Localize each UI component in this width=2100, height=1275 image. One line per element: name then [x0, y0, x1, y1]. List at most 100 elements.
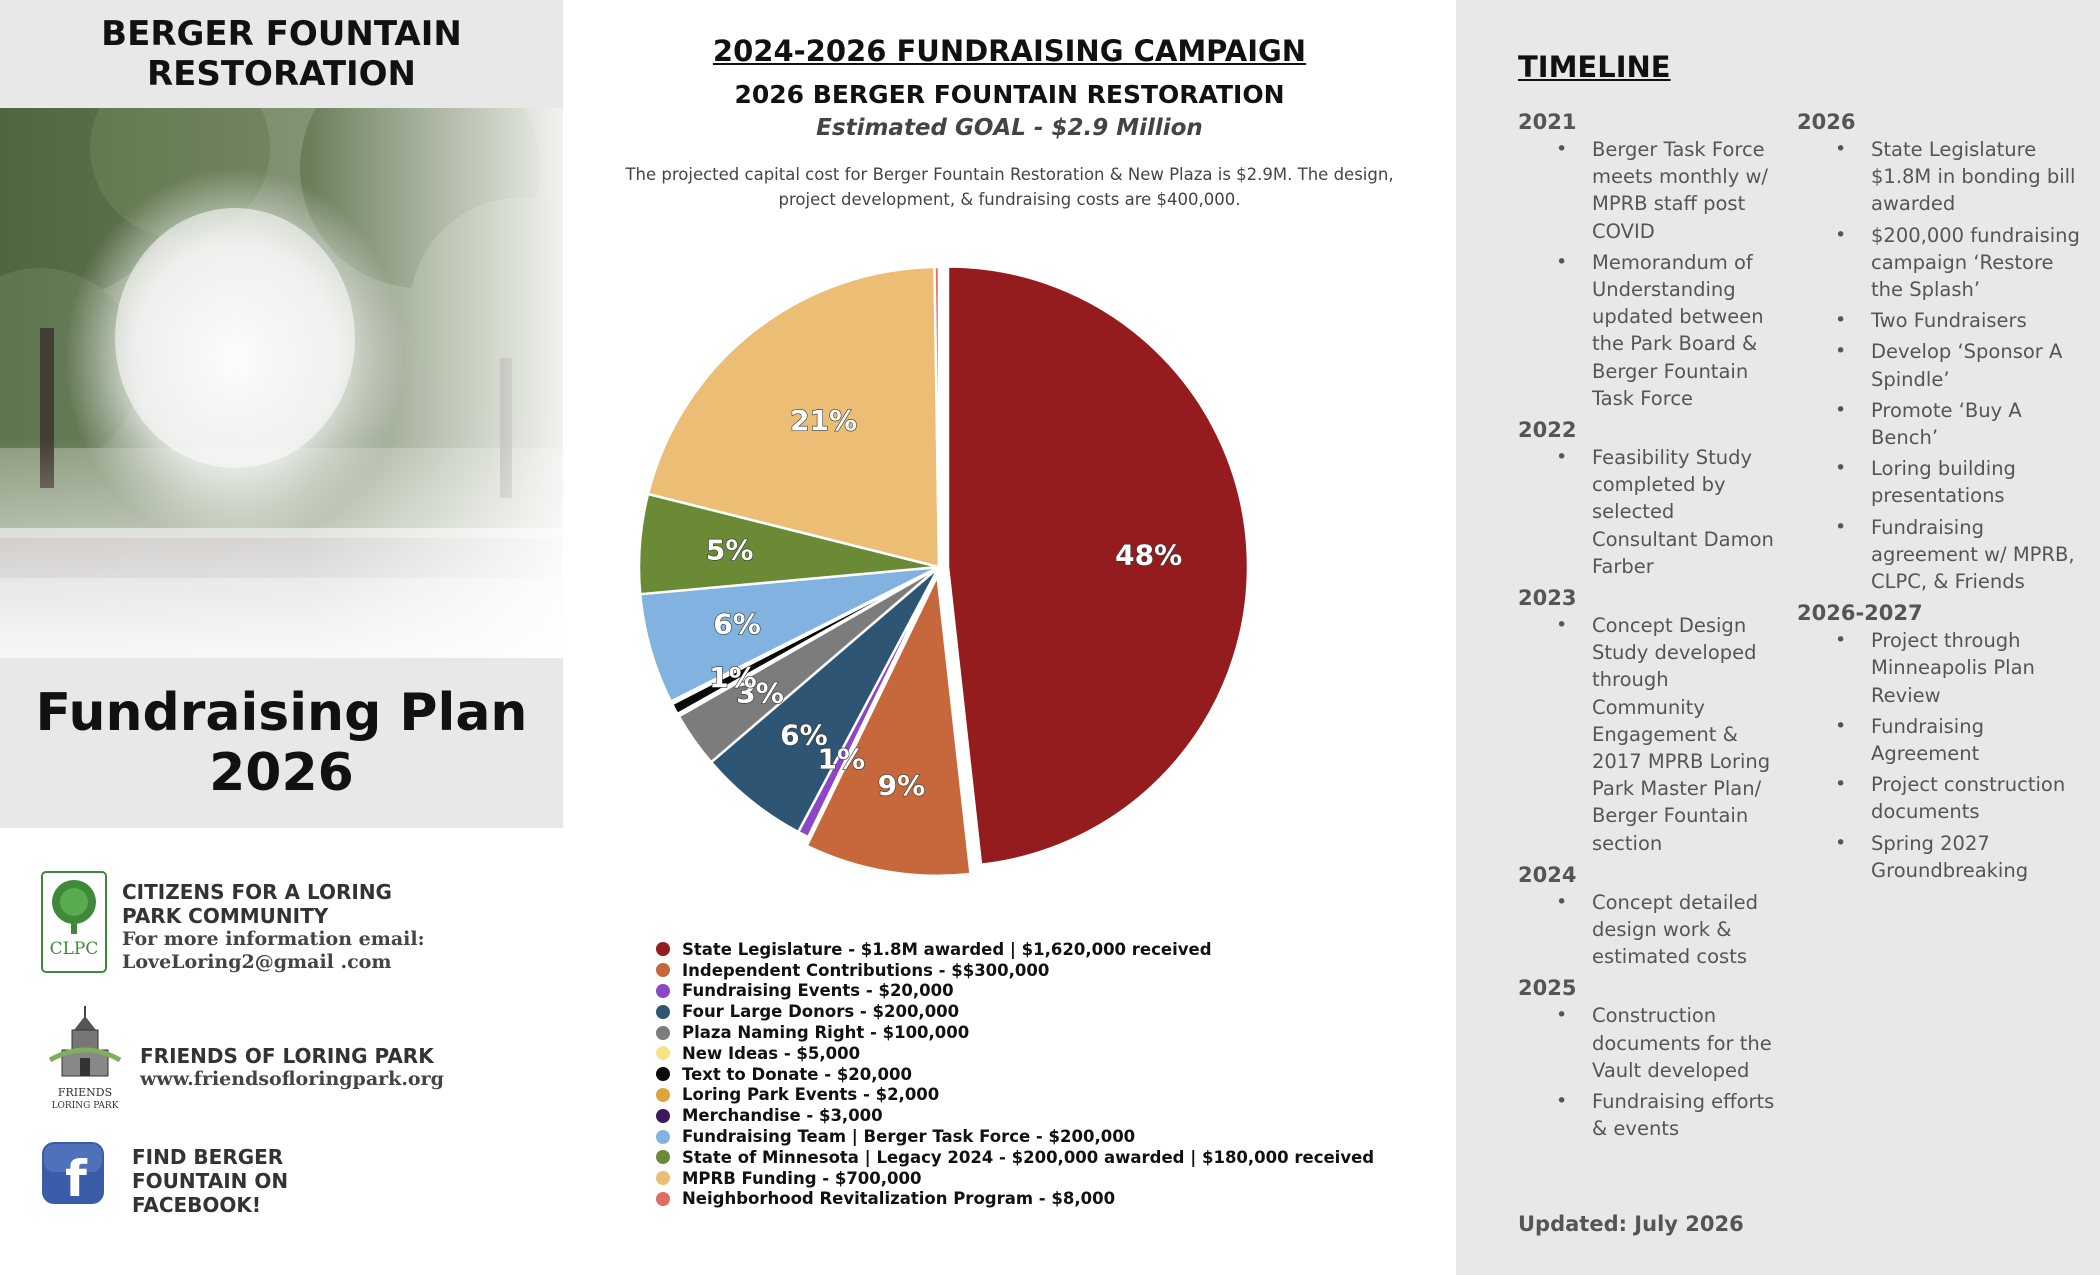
- org-friends: FRIENDS LORING PARK FRIENDS OF LORING PA…: [40, 1000, 444, 1112]
- legend-label: Independent Contributions - $$300,000: [682, 960, 1050, 980]
- clpc-logo-text: CLPC: [50, 939, 99, 959]
- friends-name: FRIENDS OF LORING PARK: [140, 1044, 434, 1068]
- timeline-list: • Berger Task Force meets monthly w/ MPRB…: [1518, 136, 1780, 412]
- org-facebook[interactable]: f FIND BERGER FOUNTAIN ON FACEBOOK!: [40, 1140, 288, 1217]
- timeline-title: TIMELINE: [1518, 50, 1671, 84]
- pie-label-11: 21%: [790, 404, 857, 437]
- timeline-item-text: Fundraising Agreement: [1871, 714, 1984, 766]
- campaign-goal: Estimated GOAL - $2.9 Million: [816, 115, 1203, 141]
- timeline-item-text: Project through Minneapolis Plan Review: [1871, 629, 2035, 707]
- friends-logo-text: FRIENDS: [58, 1086, 112, 1099]
- timeline-year: 2025: [1518, 976, 1577, 1001]
- pie-slice-1: [805, 571, 972, 878]
- fountain-photo: [0, 108, 563, 658]
- timeline-item-text: Develop ‘Sponsor A Spindle’: [1871, 340, 2063, 391]
- timeline-item-text: Feasibility Study completed by selected …: [1592, 446, 1774, 578]
- bullet-icon: •: [1556, 1004, 1568, 1027]
- campaign-description: The projected capital cost for Berger Fo…: [625, 165, 1394, 209]
- legend-item: Independent Contributions - $$300,000: [656, 960, 1374, 981]
- bullet-icon: •: [1835, 515, 1847, 538]
- bullet-icon: •: [1556, 1090, 1568, 1113]
- legend-item: New Ideas - $5,000: [656, 1043, 1374, 1064]
- timeline-item: • Develop ‘Sponsor A Spindle’: [1797, 338, 2087, 392]
- center-panel: 2024-2026 FUNDRAISING CAMPAIGN 2026 BERG…: [563, 0, 1456, 1275]
- timeline-item-text: State Legislature $1.8M in bonding bill …: [1871, 138, 2076, 216]
- legend-label: New Ideas - $5,000: [682, 1043, 861, 1063]
- timeline-item-text: Project construction documents: [1871, 773, 2066, 824]
- bullet-icon: •: [1835, 457, 1847, 480]
- timeline-year: 2022: [1518, 418, 1577, 443]
- bullet-icon: •: [1835, 223, 1847, 246]
- org-clpc: CLPC CITIZENS FOR A LORING PARK COMMUNIT…: [40, 870, 425, 975]
- legend-item: Loring Park Events - $2,000: [656, 1085, 1374, 1106]
- legend-label: State of Minnesota | Legacy 2024 - $200,…: [682, 1147, 1375, 1167]
- timeline-item: • Concept detailed design work & estimate…: [1518, 889, 1780, 971]
- pie-label-6: 1%: [709, 661, 757, 694]
- legend-item: Plaza Naming Right - $100,000: [656, 1022, 1374, 1043]
- legend-swatch: [656, 1150, 670, 1165]
- legend-item: Merchandise - $3,000: [656, 1105, 1374, 1126]
- pie-slice-12: [933, 265, 941, 568]
- timeline-item: • Fundraising efforts & events: [1518, 1088, 1780, 1142]
- legend-label: MPRB Funding - $700,000: [682, 1168, 922, 1188]
- bullet-icon: •: [1556, 890, 1568, 913]
- legend-swatch: [656, 1025, 670, 1040]
- timeline-item: • Fundraising Agreement: [1797, 713, 2087, 767]
- legend-swatch: [656, 1004, 670, 1019]
- bullet-icon: •: [1835, 398, 1847, 421]
- legend-label: Fundraising Team | Berger Task Force - $…: [682, 1127, 1136, 1147]
- timeline-list: • Concept detailed design work & estimate…: [1518, 889, 1780, 971]
- page-title: BERGER FOUNTAIN RESTORATION: [101, 14, 462, 94]
- timeline-item: • Loring building presentations: [1797, 455, 2087, 509]
- campaign-subtitle: 2026 BERGER FOUNTAIN RESTORATION: [734, 80, 1285, 109]
- bullet-icon: •: [1835, 714, 1847, 737]
- legend-label: Fundraising Events - $20,000: [682, 981, 954, 1001]
- left-panel: BERGER FOUNTAIN RESTORATION: [0, 0, 563, 1275]
- bullet-icon: •: [1835, 773, 1847, 796]
- friends-url[interactable]: www.friendsofloringpark.org: [140, 1068, 444, 1090]
- timeline-item: • Two Fundraisers: [1797, 307, 2087, 334]
- legend-item: State of Minnesota | Legacy 2024 - $200,…: [656, 1147, 1374, 1168]
- bullet-icon: •: [1835, 340, 1847, 363]
- timeline-item-text: Loring building presentations: [1871, 457, 2016, 508]
- plan-title: Fundraising Plan 2026: [35, 683, 528, 803]
- timeline-item-text: Fundraising agreement w/ MPRB, CLPC, & F…: [1871, 515, 2075, 594]
- legend-swatch: [656, 963, 670, 978]
- timeline-item: • Memorandum of Understanding updated bet…: [1518, 249, 1780, 412]
- timeline-item: • Project construction documents: [1797, 771, 2087, 825]
- timeline-item-text: Two Fundraisers: [1871, 309, 2027, 333]
- legend-swatch: [656, 983, 670, 998]
- pie-label-4: 3%: [736, 676, 784, 709]
- bullet-icon: •: [1556, 138, 1568, 160]
- legend-swatch: [656, 1067, 670, 1082]
- pie-label-2: 1%: [817, 743, 865, 776]
- facebook-label[interactable]: FIND BERGER FOUNTAIN ON FACEBOOK!: [132, 1145, 289, 1217]
- timeline-item-text: Berger Task Force meets monthly w/ MPRB …: [1592, 138, 1768, 243]
- updated-date: Updated: July 2026: [1518, 1212, 1744, 1236]
- bullet-icon: •: [1835, 629, 1847, 652]
- timeline-item-text: Construction documents for the Vault dev…: [1592, 1004, 1772, 1082]
- pie-slice-0: [946, 265, 1250, 867]
- facebook-icon[interactable]: f: [40, 1140, 106, 1206]
- legend-item: MPRB Funding - $700,000: [656, 1168, 1374, 1189]
- facebook-icon-glyph: f: [65, 1150, 88, 1206]
- plan-title-box: Fundraising Plan 2026: [0, 658, 563, 828]
- legend-label: Four Large Donors - $200,000: [682, 1002, 960, 1022]
- clpc-name: CITIZENS FOR A LORING PARK COMMUNITY: [122, 880, 392, 928]
- bullet-icon: •: [1556, 446, 1568, 469]
- timeline-item: • $200,000 fundraising campaign ‘Restore …: [1797, 222, 2087, 304]
- legend-swatch: [656, 1046, 670, 1061]
- pie-chart: 48%9%1%6%3%1%6%5%21%: [637, 265, 1250, 878]
- friends-logo: FRIENDS LORING PARK: [48, 1006, 122, 1111]
- clpc-email-note[interactable]: For more information email: LoveLoring2@…: [122, 928, 425, 973]
- timeline-item-text: $200,000 fundraising campaign ‘Restore t…: [1871, 223, 2080, 302]
- timeline-panel: TIMELINE 2021 • Berger Task Force meets mo…: [1456, 0, 2100, 1275]
- timeline-column-2: 2026 • State Legislature $1.8M in bonding …: [1797, 108, 2087, 888]
- legend-label: State Legislature - $1.8M awarded | $1,6…: [682, 939, 1212, 959]
- legend-swatch: [656, 1171, 670, 1186]
- timeline-item-text: Spring 2027 Groundbreaking: [1871, 831, 2029, 882]
- timeline-item: • Construction documents for the Vault de…: [1518, 1002, 1780, 1084]
- bullet-icon: •: [1835, 309, 1847, 332]
- legend-swatch: [656, 1108, 670, 1123]
- timeline-item-text: Memorandum of Understanding updated betw…: [1592, 250, 1764, 410]
